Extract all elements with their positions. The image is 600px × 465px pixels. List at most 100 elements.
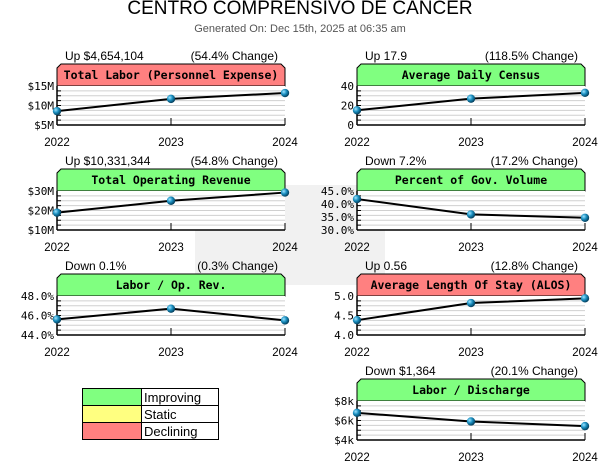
chart-title: Total Labor (Personnel Expense) xyxy=(64,68,279,82)
chart-delta: Up $4,654,104 xyxy=(65,49,144,63)
data-point xyxy=(466,417,476,426)
legend-swatch xyxy=(82,422,142,440)
y-tick-label: $30M xyxy=(28,185,55,198)
y-tick-label: 4.0 xyxy=(334,329,354,342)
y-tick-label: 5.0 xyxy=(334,290,354,303)
chart-delta: Up 17.9 xyxy=(365,49,407,63)
x-tick-label: 2022 xyxy=(344,242,370,254)
legend-label: Static xyxy=(141,405,219,423)
x-tick-label: 2024 xyxy=(272,347,298,359)
data-point xyxy=(280,316,290,325)
chart-delta: Down 0.1% xyxy=(65,259,127,273)
chart-delta: Up $10,331,344 xyxy=(65,154,151,168)
data-point xyxy=(466,298,476,308)
data-point xyxy=(52,106,62,116)
chart-title: Labor / Op. Rev. xyxy=(116,278,227,292)
generated-date: Generated On: Dec 15th, 2025 at 06:35 am xyxy=(194,23,406,35)
y-tick-label: $10M xyxy=(28,100,55,113)
y-tick-label: 48.0% xyxy=(21,290,54,303)
legend: Improving Static Declining xyxy=(82,388,219,440)
legend-swatch xyxy=(82,405,142,423)
y-tick-label: 20 xyxy=(341,100,354,113)
x-tick-label: 2023 xyxy=(458,137,484,149)
data-point xyxy=(580,88,590,98)
data-point xyxy=(466,94,476,103)
x-tick-label: 2024 xyxy=(572,347,598,359)
chart-4: Down 0.1% (0.3% Change) Labor / Op. Rev. 48… xyxy=(21,259,299,359)
y-tick-label: $20M xyxy=(28,205,55,218)
x-tick-label: 2023 xyxy=(458,242,484,254)
y-tick-label: 40 xyxy=(341,80,354,93)
x-tick-label: 2023 xyxy=(158,242,184,254)
x-tick-label: 2023 xyxy=(158,347,184,359)
chart-change: (54.8% Change) xyxy=(191,154,278,168)
y-tick-label: $5M xyxy=(34,119,54,132)
y-tick-label: 30.0% xyxy=(321,224,354,237)
data-point xyxy=(352,315,362,325)
chart-delta: Down 7.2% xyxy=(365,154,427,168)
y-tick-label: 45.0% xyxy=(321,185,354,198)
data-point xyxy=(580,294,590,303)
data-point xyxy=(580,421,590,431)
data-point xyxy=(166,94,176,104)
y-tick-label: 0 xyxy=(347,119,354,132)
x-tick-label: 2024 xyxy=(572,452,598,464)
chart-delta: Down $1,364 xyxy=(365,364,436,378)
chart-change: (12.8% Change) xyxy=(491,259,578,273)
data-point xyxy=(52,208,62,217)
data-point xyxy=(352,408,362,418)
data-point xyxy=(280,188,290,197)
y-tick-label: 40.0% xyxy=(321,198,354,211)
chart-delta: Up 0.56 xyxy=(365,259,407,273)
x-tick-label: 2024 xyxy=(272,137,298,149)
x-tick-label: 2023 xyxy=(458,347,484,359)
chart-change: (54.4% Change) xyxy=(191,49,278,63)
chart-change: (0.3% Change) xyxy=(197,259,278,273)
legend-item-static: Static xyxy=(82,405,219,423)
y-tick-label: 4.5 xyxy=(334,310,354,323)
x-tick-label: 2022 xyxy=(44,137,70,149)
x-tick-label: 2024 xyxy=(572,242,598,254)
x-tick-label: 2023 xyxy=(158,137,184,149)
x-tick-label: 2022 xyxy=(44,347,70,359)
chart-6: Down $1,364 (20.1% Change) Labor / Dischar… xyxy=(334,364,598,464)
chart-5: Up 0.56 (12.8% Change) Average Length Of S… xyxy=(334,259,598,359)
data-point xyxy=(166,196,176,205)
data-point xyxy=(352,194,362,204)
legend-item-declining: Declining xyxy=(82,422,219,440)
y-tick-label: 35.0% xyxy=(321,211,354,224)
chart-title: Labor / Discharge xyxy=(412,383,530,397)
chart-change: (118.5% Change) xyxy=(485,49,578,63)
chart-title: Average Daily Census xyxy=(402,68,540,82)
data-point xyxy=(52,315,62,324)
data-point xyxy=(580,213,590,222)
chart-change: (20.1% Change) xyxy=(491,364,578,378)
data-point xyxy=(352,106,362,115)
page-title: CENTRO COMPRENSIVO DE CANCER xyxy=(127,0,473,19)
data-point xyxy=(466,210,476,219)
legend-item-improving: Improving xyxy=(82,388,219,406)
y-tick-label: $15M xyxy=(28,80,55,93)
y-tick-label: 46.0% xyxy=(21,310,54,323)
chart-title: Average Length Of Stay (ALOS) xyxy=(371,278,572,292)
y-tick-label: $6k xyxy=(334,415,354,428)
legend-swatch xyxy=(82,388,142,406)
chart-title: Percent of Gov. Volume xyxy=(395,173,547,187)
chart-3: Down 7.2% (17.2% Change) Percent of Gov. V… xyxy=(321,154,599,254)
y-tick-label: $4k xyxy=(334,434,354,447)
chart-title: Total Operating Revenue xyxy=(91,173,250,187)
x-tick-label: 2022 xyxy=(44,242,70,254)
chart-1: Up $10,331,344 (54.8% Change) Total Operat… xyxy=(28,154,299,254)
y-tick-label: $8k xyxy=(334,395,354,408)
x-tick-label: 2023 xyxy=(458,452,484,464)
x-tick-label: 2022 xyxy=(344,452,370,464)
y-tick-label: $10M xyxy=(28,224,55,237)
x-tick-label: 2022 xyxy=(344,137,370,149)
legend-label: Declining xyxy=(141,422,219,440)
chart-change: (17.2% Change) xyxy=(491,154,578,168)
x-tick-label: 2022 xyxy=(344,347,370,359)
x-tick-label: 2024 xyxy=(272,242,298,254)
data-point xyxy=(280,88,290,98)
legend-label: Improving xyxy=(141,388,219,406)
